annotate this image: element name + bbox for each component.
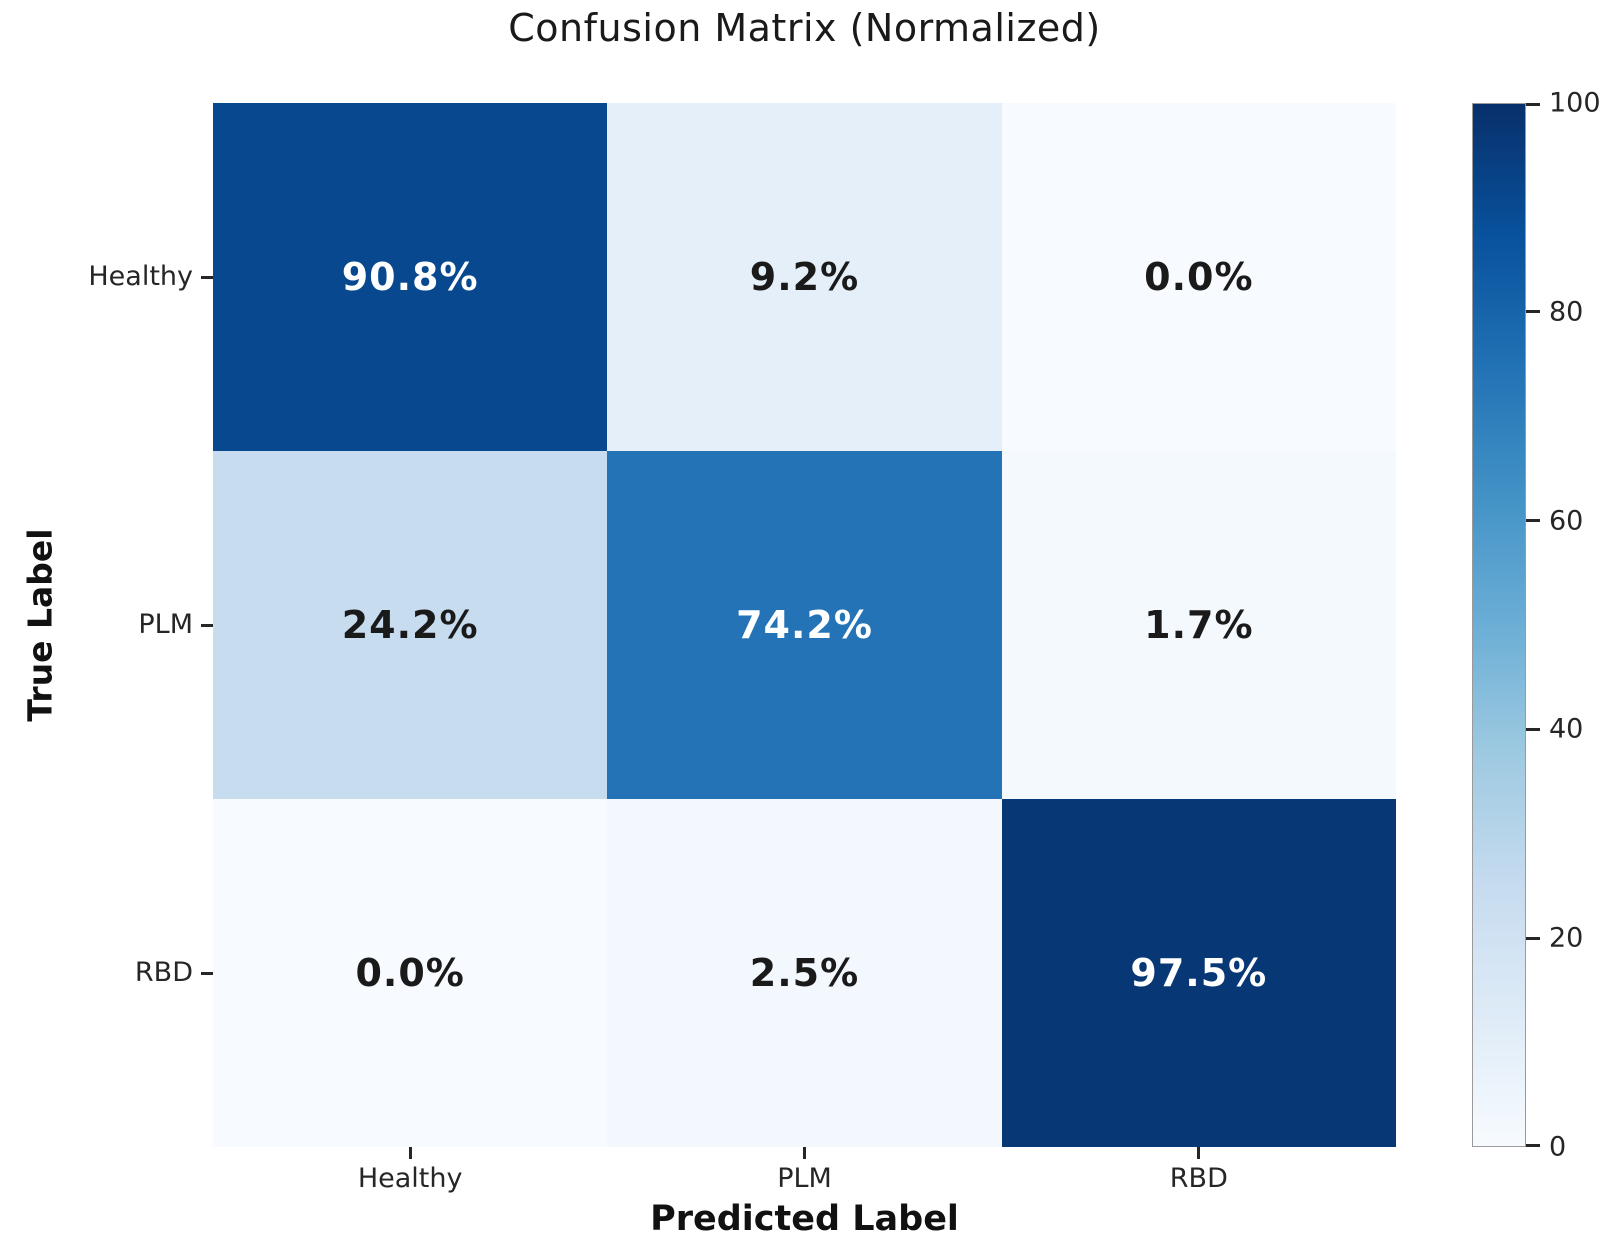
- heatmap-cell-PLM-PLM: 74.2%: [607, 451, 1002, 799]
- cell-value-label: 90.8%: [341, 255, 479, 299]
- cell-value-label: 2.5%: [749, 951, 860, 995]
- heatmap-cell-RBD-RBD: 97.5%: [1001, 799, 1396, 1147]
- cell-value-label: 0.0%: [1144, 255, 1254, 299]
- heatmap-cell-RBD-Healthy: 0.0%: [213, 799, 608, 1147]
- cell-value-label: 74.2%: [736, 603, 873, 647]
- y-tick-label-RBD: RBD: [134, 956, 193, 988]
- confusion-matrix-heatmap: 90.8% 9.2% 0.0% 24.2% 74.2% 1.7% 0.0% 2.5% 97.5%: [213, 103, 1396, 1147]
- colorbar-tick-mark: [1526, 1144, 1540, 1147]
- heatmap-cell-RBD-PLM: 2.5%: [607, 799, 1002, 1147]
- colorbar-gradient: [1472, 103, 1526, 1147]
- chart-title: Confusion Matrix (Normalized): [508, 6, 1101, 50]
- colorbar-tick-mark: [1526, 727, 1540, 731]
- x-axis-tick-mark: [1197, 1147, 1201, 1159]
- x-axis-title: Predicted Label: [650, 1199, 959, 1239]
- heatmap-cell-PLM-RBD: 1.7%: [1001, 451, 1396, 799]
- x-axis-tick-mark: [803, 1147, 806, 1159]
- colorbar-tick-label-20: 20: [1549, 922, 1584, 954]
- cell-value-label: 24.2%: [341, 603, 479, 647]
- colorbar-tick-mark: [1526, 310, 1540, 314]
- y-axis-tick-mark: [201, 623, 213, 627]
- x-axis-tick-mark: [408, 1147, 412, 1159]
- colorbar-tick-mark: [1526, 103, 1540, 106]
- y-axis-tick-mark: [201, 275, 213, 279]
- y-tick-label-Healthy: Healthy: [88, 260, 193, 292]
- heatmap-cell-Healthy-Healthy: 90.8%: [213, 103, 608, 451]
- colorbar-tick-label-80: 80: [1549, 296, 1584, 328]
- y-tick-label-PLM: PLM: [138, 608, 193, 640]
- cell-value-label: 97.5%: [1130, 951, 1268, 995]
- colorbar-tick-label-40: 40: [1549, 713, 1584, 745]
- x-tick-label-RBD: RBD: [1169, 1163, 1228, 1194]
- colorbar-tick-label-0: 0: [1549, 1131, 1567, 1163]
- x-tick-label-PLM: PLM: [777, 1163, 832, 1194]
- cell-value-label: 0.0%: [355, 951, 465, 995]
- heatmap-cell-Healthy-RBD: 0.0%: [1001, 103, 1396, 451]
- x-tick-label-Healthy: Healthy: [357, 1163, 463, 1194]
- colorbar-tick-mark: [1526, 519, 1540, 523]
- heatmap-cell-Healthy-PLM: 9.2%: [607, 103, 1002, 451]
- cell-value-label: 1.7%: [1144, 603, 1254, 647]
- colorbar-tick-label-100: 100: [1549, 87, 1601, 119]
- y-axis-tick-mark: [201, 971, 213, 975]
- cell-value-label: 9.2%: [749, 255, 860, 299]
- heatmap-cell-PLM-Healthy: 24.2%: [213, 451, 608, 799]
- colorbar-tick-mark: [1526, 936, 1540, 940]
- colorbar-tick-label-60: 60: [1549, 505, 1584, 537]
